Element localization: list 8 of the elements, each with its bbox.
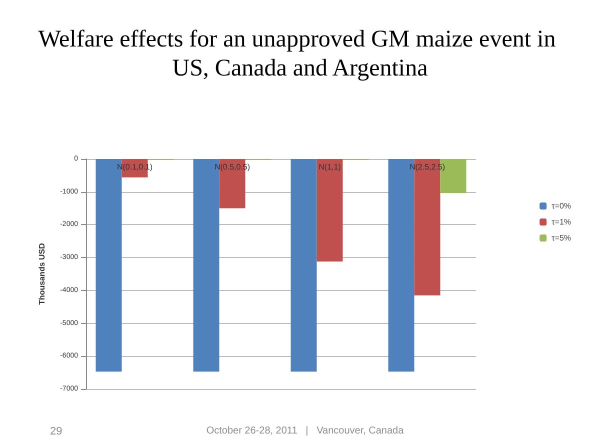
y-axis-title: Thousands USD: [38, 242, 46, 305]
x-tick-label: N(1,1): [318, 162, 342, 172]
text: 29: [50, 426, 62, 438]
chart-title: Welfare effects for an unapproved GM maize event in US, Canada and Argentina: [38, 26, 556, 82]
legend-label: τ=0%: [552, 202, 572, 210]
legend-label: τ=5%: [552, 234, 572, 242]
legend-label: τ=1%: [552, 218, 572, 226]
text: October 26-28, 2011 | Vancouver, Canada: [206, 426, 404, 436]
